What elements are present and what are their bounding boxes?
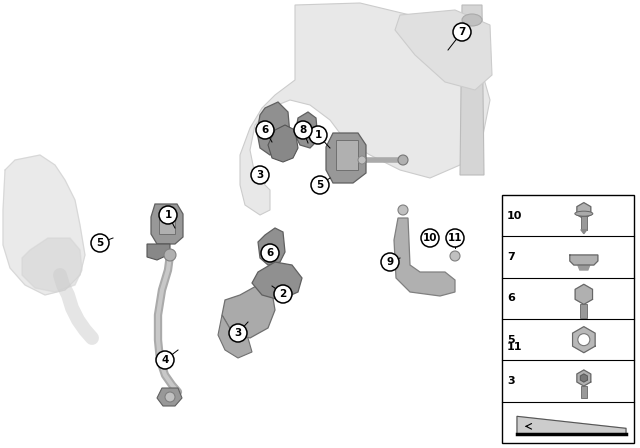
Polygon shape (573, 327, 595, 353)
Circle shape (446, 229, 464, 247)
Circle shape (309, 126, 327, 144)
Circle shape (159, 206, 177, 224)
Ellipse shape (462, 14, 482, 26)
Polygon shape (517, 416, 626, 434)
Text: 5: 5 (316, 180, 324, 190)
Circle shape (164, 249, 176, 261)
Text: 3: 3 (234, 328, 242, 338)
Text: 10: 10 (507, 211, 522, 221)
Polygon shape (394, 218, 455, 296)
Ellipse shape (575, 211, 593, 216)
Polygon shape (151, 204, 183, 244)
Polygon shape (157, 388, 182, 406)
Polygon shape (147, 244, 170, 260)
Text: 11: 11 (507, 342, 522, 352)
Polygon shape (577, 202, 591, 219)
Text: 10: 10 (423, 233, 437, 243)
Text: 7: 7 (458, 27, 466, 37)
Circle shape (398, 205, 408, 215)
Text: 1: 1 (314, 130, 322, 140)
Polygon shape (395, 10, 492, 90)
Circle shape (91, 234, 109, 252)
Bar (159, 212, 175, 234)
Text: 6: 6 (507, 293, 515, 303)
Text: 5: 5 (507, 335, 515, 345)
Circle shape (398, 155, 408, 165)
Circle shape (256, 121, 274, 139)
Bar (502, 195, 634, 443)
Polygon shape (3, 155, 85, 295)
Polygon shape (258, 228, 285, 265)
Bar (581, 386, 587, 398)
Circle shape (358, 156, 366, 164)
Text: 7: 7 (507, 252, 515, 262)
Polygon shape (581, 230, 587, 234)
Polygon shape (580, 374, 588, 382)
Polygon shape (326, 133, 366, 183)
Circle shape (453, 23, 471, 41)
Text: 3: 3 (507, 376, 515, 386)
Circle shape (421, 229, 439, 247)
Bar (581, 215, 587, 230)
Circle shape (251, 166, 269, 184)
Circle shape (274, 285, 292, 303)
Circle shape (156, 351, 174, 369)
Text: 1: 1 (164, 210, 172, 220)
Circle shape (165, 392, 175, 402)
Polygon shape (578, 265, 590, 270)
Polygon shape (577, 370, 591, 386)
Polygon shape (22, 238, 82, 292)
Circle shape (381, 253, 399, 271)
Polygon shape (240, 3, 490, 215)
Polygon shape (257, 102, 290, 155)
Circle shape (261, 244, 279, 262)
Circle shape (294, 121, 312, 139)
Circle shape (311, 176, 329, 194)
Text: 2: 2 (280, 289, 287, 299)
Polygon shape (268, 125, 298, 162)
Circle shape (578, 334, 590, 346)
Text: 6: 6 (261, 125, 269, 135)
Polygon shape (295, 112, 318, 148)
Text: 6: 6 (266, 248, 274, 258)
Polygon shape (222, 285, 275, 338)
Text: 3: 3 (257, 170, 264, 180)
Text: 9: 9 (387, 257, 394, 267)
Bar (580, 304, 588, 319)
Polygon shape (218, 315, 252, 358)
Circle shape (450, 251, 460, 261)
Bar (336, 140, 358, 170)
Polygon shape (570, 255, 598, 265)
Polygon shape (460, 5, 484, 175)
Polygon shape (252, 262, 302, 300)
Text: 11: 11 (448, 233, 462, 243)
Polygon shape (575, 284, 593, 304)
Text: 5: 5 (97, 238, 104, 248)
Text: 4: 4 (161, 355, 169, 365)
Circle shape (229, 324, 247, 342)
Text: 8: 8 (300, 125, 307, 135)
